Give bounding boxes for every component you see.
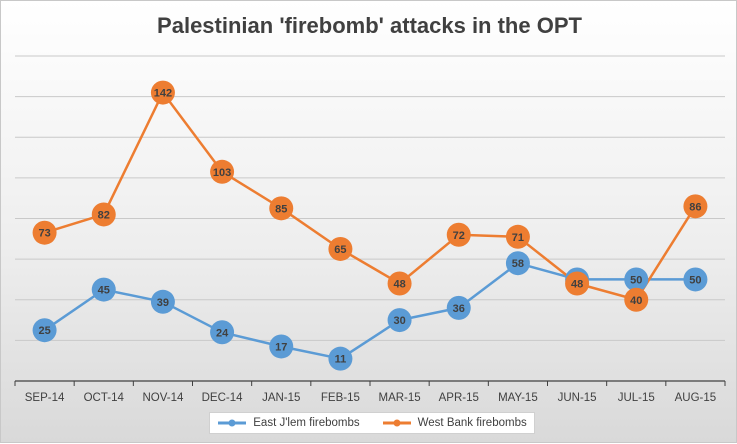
data-label-east-j-lem-firebombs: 11 <box>335 354 347 366</box>
x-tick-label-feb-15: FEB-15 <box>321 392 360 404</box>
x-tick-label-jul-15: JUL-15 <box>618 392 655 404</box>
legend-marker-west-bank <box>382 419 411 427</box>
data-label-west-bank-firebombs: 103 <box>213 167 231 179</box>
data-label-east-j-lem-firebombs: 24 <box>216 327 229 339</box>
legend-label-west-bank: West Bank firebombs <box>417 417 527 429</box>
data-label-west-bank-firebombs: 86 <box>689 201 701 213</box>
x-tick-label-aug-15: AUG-15 <box>675 392 717 404</box>
x-tick-label-may-15: MAY-15 <box>498 392 538 404</box>
data-point-west-bank-firebombs <box>624 287 649 312</box>
data-label-east-j-lem-firebombs: 50 <box>689 274 701 286</box>
x-tick-label-jan-15: JAN-15 <box>262 392 300 404</box>
series-line-west-bank-firebombs <box>44 91 697 302</box>
x-tick-label-mar-15: MAR-15 <box>378 392 420 404</box>
data-label-west-bank-firebombs: 40 <box>630 295 642 307</box>
data-point-west-bank-firebombs <box>269 196 294 221</box>
data-point-west-bank-firebombs <box>328 236 353 261</box>
x-tick-label-dec-14: DEC-14 <box>202 392 244 404</box>
data-point-west-bank-firebombs <box>32 220 57 245</box>
data-label-east-j-lem-firebombs: 58 <box>512 258 524 270</box>
data-point-west-bank-firebombs <box>505 224 530 249</box>
data-label-west-bank-firebombs: 73 <box>38 228 50 240</box>
data-label-east-j-lem-firebombs: 30 <box>393 315 405 327</box>
x-tick-label-nov-14: NOV-14 <box>142 392 184 404</box>
data-point-east-j-lem-firebombs <box>683 267 708 292</box>
series-line-east-j-lem-firebombs <box>43 261 696 360</box>
data-label-east-j-lem-firebombs: 25 <box>38 325 50 337</box>
legend-label-east-jlem: East J'lem firebombs <box>253 417 360 429</box>
data-point-west-bank-firebombs <box>683 194 708 219</box>
data-label-west-bank-firebombs: 85 <box>275 203 287 215</box>
data-label-east-j-lem-firebombs: 39 <box>157 297 169 309</box>
data-point-east-j-lem-firebombs <box>32 318 57 343</box>
data-point-east-j-lem-firebombs <box>505 251 530 276</box>
data-label-west-bank-firebombs: 72 <box>453 230 465 242</box>
chart-title: Palestinian 'firebomb' attacks in the OP… <box>157 13 582 38</box>
legend-entry-west-bank: West Bank firebombs <box>382 417 527 429</box>
data-label-east-j-lem-firebombs: 50 <box>630 274 642 286</box>
data-point-west-bank-firebombs <box>565 271 590 296</box>
x-tick-label-sep-14: SEP-14 <box>25 392 65 404</box>
data-label-west-bank-firebombs: 71 <box>512 232 524 244</box>
x-tick-label-jun-15: JUN-15 <box>558 392 597 404</box>
data-label-west-bank-firebombs: 65 <box>334 244 346 256</box>
data-label-west-bank-firebombs: 82 <box>98 209 110 221</box>
data-point-east-j-lem-firebombs <box>328 346 353 371</box>
data-point-east-j-lem-firebombs <box>150 289 175 314</box>
data-label-west-bank-firebombs: 48 <box>571 279 583 291</box>
x-tick-label-apr-15: APR-15 <box>439 392 479 404</box>
data-point-east-j-lem-firebombs <box>387 308 412 333</box>
data-label-west-bank-firebombs: 48 <box>393 279 405 291</box>
data-label-east-j-lem-firebombs: 36 <box>453 303 465 315</box>
legend-marker-east-jlem <box>218 419 247 427</box>
data-point-west-bank-firebombs <box>387 271 412 296</box>
data-point-west-bank-firebombs <box>446 222 471 247</box>
data-label-east-j-lem-firebombs: 17 <box>275 341 287 353</box>
data-label-west-bank-firebombs: 142 <box>154 88 172 100</box>
data-point-east-j-lem-firebombs <box>91 277 116 302</box>
x-tick-label-oct-14: OCT-14 <box>84 392 125 404</box>
legend-entry-east-jlem: East J'lem firebombs <box>217 417 360 429</box>
data-point-west-bank-firebombs <box>91 202 116 227</box>
data-point-east-j-lem-firebombs <box>269 334 294 359</box>
data-label-east-j-lem-firebombs: 45 <box>98 285 110 297</box>
data-point-west-bank-firebombs <box>210 159 235 184</box>
data-point-east-j-lem-firebombs <box>624 267 649 292</box>
data-point-west-bank-firebombs <box>150 80 175 105</box>
data-point-east-j-lem-firebombs <box>210 320 235 345</box>
data-point-east-j-lem-firebombs <box>446 295 471 320</box>
legend: East J'lem firebombs West Bank firebombs <box>209 412 535 434</box>
